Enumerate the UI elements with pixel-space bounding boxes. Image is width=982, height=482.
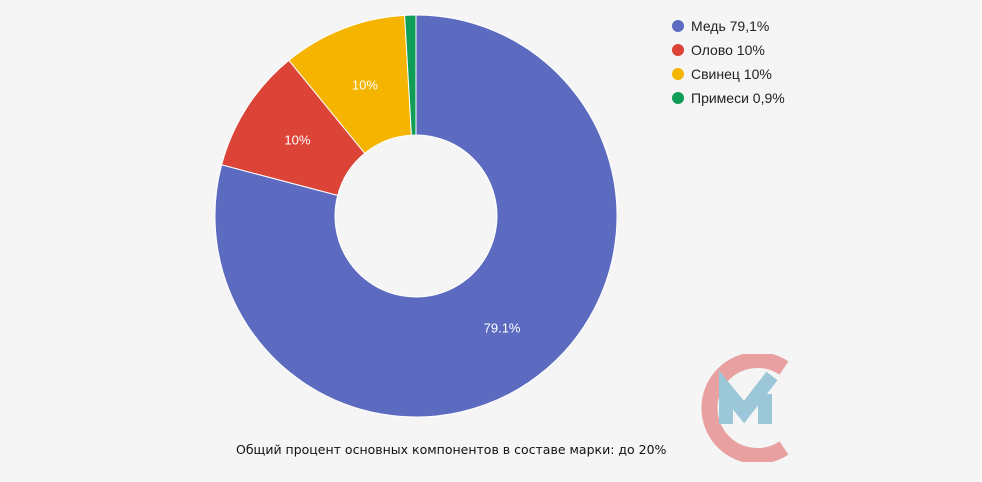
legend-swatch-copper [672, 20, 684, 32]
slice-label-lead: 10% [352, 78, 378, 93]
chart-caption: Общий процент основных компонентов в сос… [236, 442, 667, 457]
legend-label-copper: Медь 79,1% [691, 18, 770, 34]
legend-item-tin[interactable]: Олово 10% [672, 38, 785, 62]
slice-label-tin: 10% [284, 133, 310, 148]
legend-label-lead: Свинец 10% [691, 66, 772, 82]
legend-swatch-impurities [672, 92, 684, 104]
legend-item-lead[interactable]: Свинец 10% [672, 62, 785, 86]
legend-swatch-lead [672, 68, 684, 80]
slice-impurities[interactable] [404, 14, 417, 136]
legend-item-copper[interactable]: Медь 79,1% [672, 14, 785, 38]
slice-label-copper: 79.1% [484, 321, 521, 336]
legend-label-tin: Олово 10% [691, 42, 765, 58]
slice-copper[interactable] [214, 14, 618, 418]
legend-item-impurities[interactable]: Примеси 0,9% [672, 86, 785, 110]
chart-legend: Медь 79,1% Олово 10% Свинец 10% Примеси … [672, 14, 785, 110]
logo-icon [701, 354, 789, 462]
legend-swatch-tin [672, 44, 684, 56]
legend-label-impurities: Примеси 0,9% [691, 90, 785, 106]
